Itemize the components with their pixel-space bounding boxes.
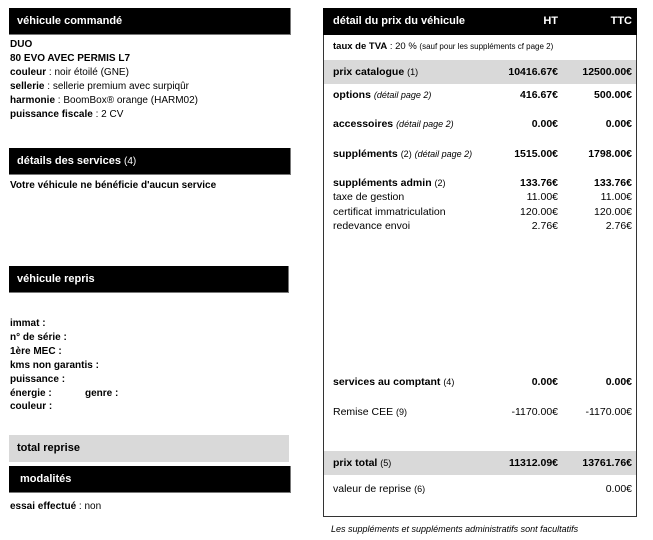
vat-rate: taux de TVA : 20 % (sauf pour les supplé… — [333, 41, 554, 52]
price-row-registration: certificat immatriculation 120.00€ 120.00€ — [333, 206, 632, 218]
price-row-supplements: suppléments (2) (détail page 2) 1515.00€ 1… — [333, 148, 632, 160]
vehicle-harmony: harmonie : BoomBox® orange (HARM02) — [10, 95, 199, 106]
services-header: détails des services (4) — [9, 148, 291, 175]
test-drive: essai effectué : non — [10, 501, 102, 512]
ordered-vehicle-header: véhicule commandé — [9, 8, 291, 35]
price-detail-panel: détail du prix du véhicule HT TTC taux d… — [323, 8, 637, 517]
section-title: véhicule commandé — [17, 15, 123, 27]
price-row-options: options (détail page 2) 416.67€ 500.00€ — [333, 89, 632, 101]
price-row-discount: Remise CEE (9) -1170.00€ -1170.00€ — [333, 406, 632, 418]
vehicle-fiscal-power: puissance fiscale : 2 CV — [10, 109, 124, 120]
vehicle-color: couleur : noir étoilé (GNE) — [10, 67, 129, 78]
tradein-immat: immat : — [10, 318, 46, 329]
tradein-type: genre : — [85, 388, 119, 399]
price-header: détail du prix du véhicule HT TTC — [323, 8, 637, 35]
price-row-shipping-fee: redevance envoi 2.76€ 2.76€ — [333, 220, 632, 232]
tradein-km: kms non garantis : — [10, 360, 99, 371]
terms-header: modalités — [9, 466, 291, 493]
vehicle-upholstery: sellerie : sellerie premium avec surpiqû… — [10, 81, 189, 92]
price-row-catalogue: prix catalogue (1) 10416.67€ 12500.00€ — [333, 66, 632, 78]
price-row-management-tax: taxe de gestion 11.00€ 11.00€ — [333, 191, 632, 203]
price-row-accessories: accessoires (détail page 2) 0.00€ 0.00€ — [333, 118, 632, 130]
tradein-total: total reprise — [9, 435, 289, 462]
tradein-energy: énergie : — [10, 388, 52, 399]
vehicle-version: 80 EVO AVEC PERMIS L7 — [10, 53, 131, 64]
footnote: Les suppléments et suppléments administr… — [331, 524, 579, 534]
tradein-first-registration: 1ère MEC : — [10, 346, 62, 357]
tradein-power: puissance : — [10, 374, 66, 385]
price-row-tradein-value: valeur de reprise (6) 0.00€ — [333, 483, 632, 495]
price-row-total: prix total (5) 11312.09€ 13761.76€ — [333, 457, 632, 469]
price-row-admin-supplements: suppléments admin (2) 133.76€ 133.76€ — [333, 177, 632, 189]
tradein-color: couleur : — [10, 401, 53, 412]
tradein-header: véhicule repris — [9, 266, 289, 293]
price-row-cash-services: services au comptant (4) 0.00€ 0.00€ — [333, 376, 632, 388]
tradein-serial: n° de série : — [10, 332, 67, 343]
vehicle-model: DUO — [10, 39, 33, 50]
services-text: Votre véhicule ne bénéficie d'aucun serv… — [10, 180, 217, 191]
